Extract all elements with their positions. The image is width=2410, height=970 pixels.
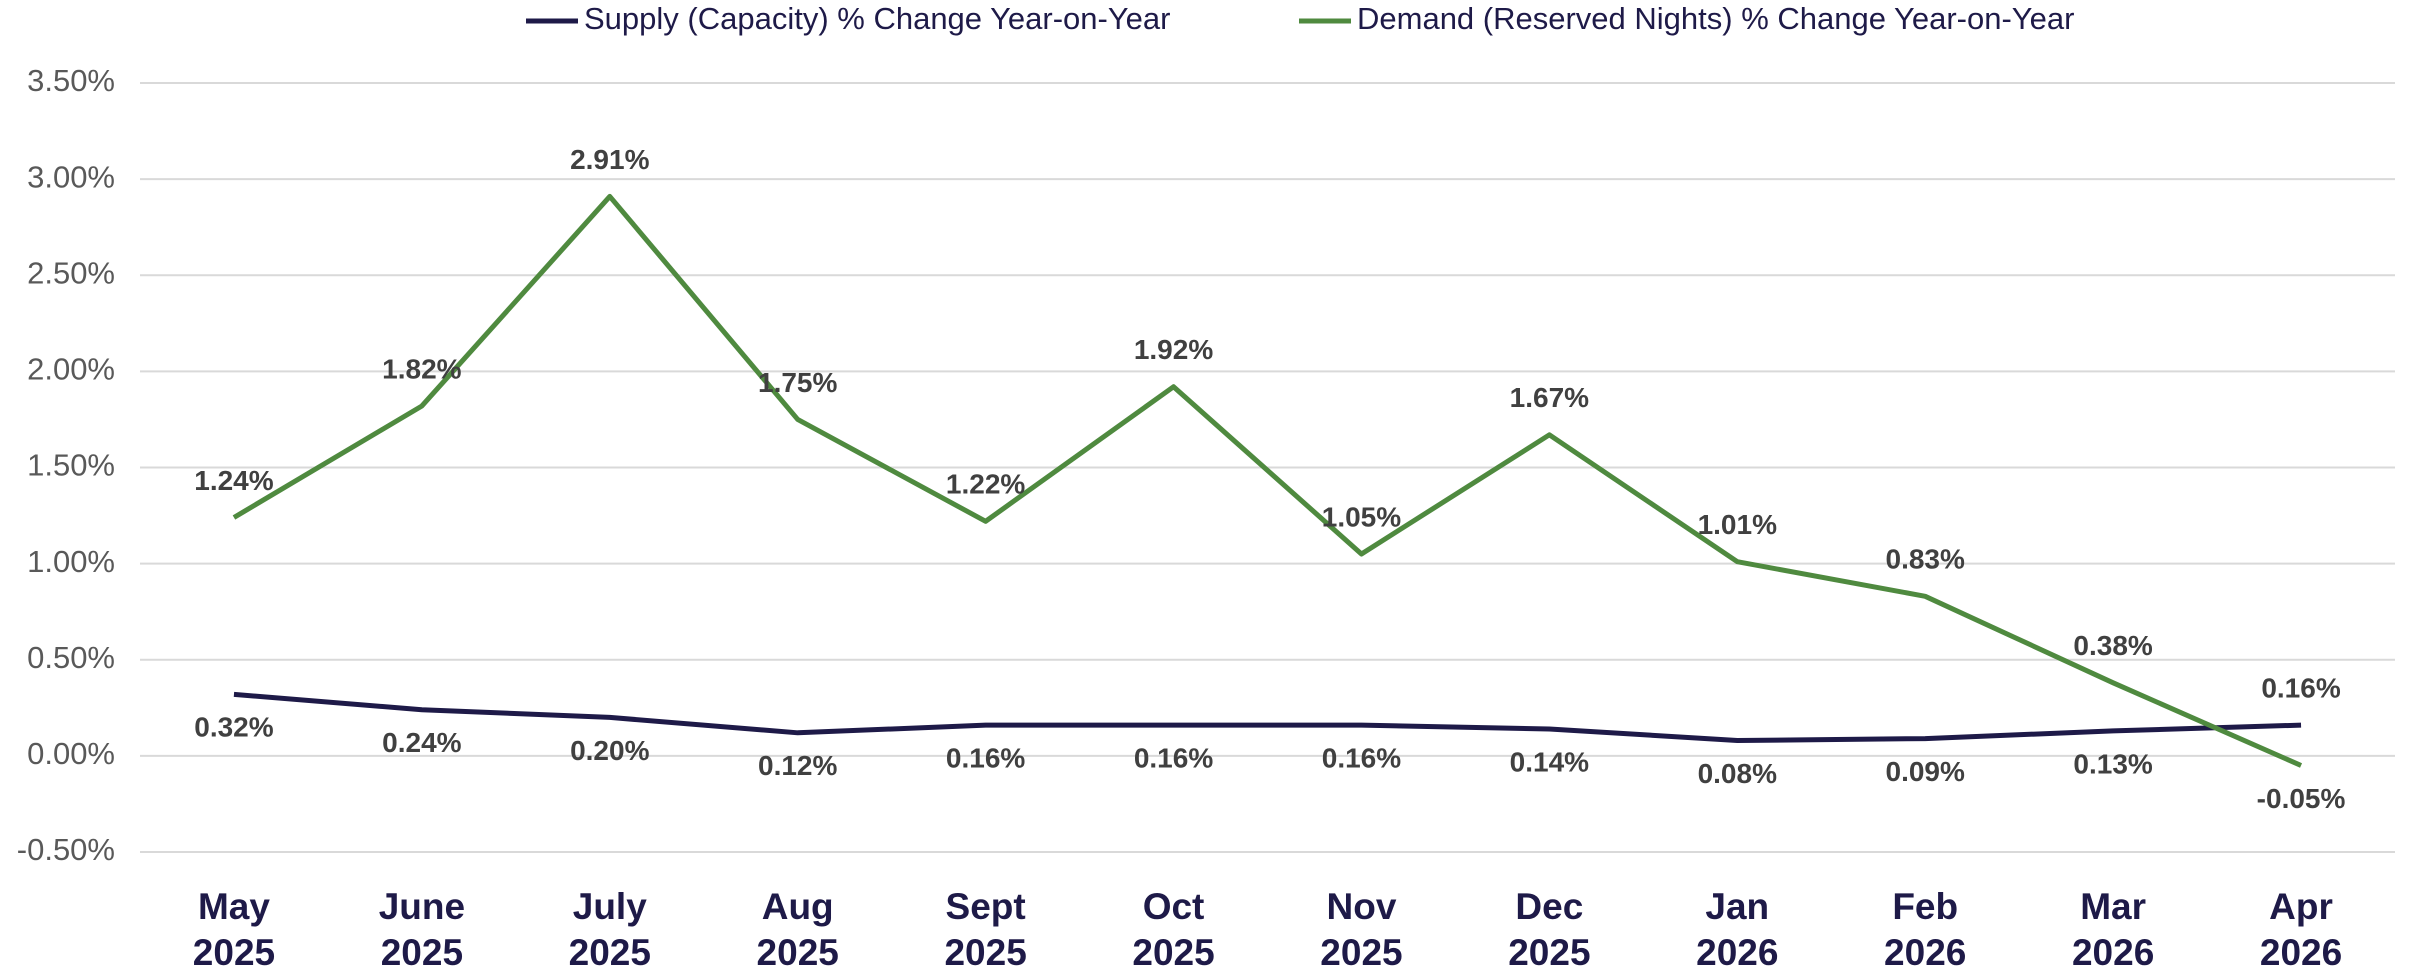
legend-label: Demand (Reserved Nights) % Change Year-o… xyxy=(1357,1,2074,36)
data-label: 0.12% xyxy=(758,750,837,781)
y-tick-label: 3.00% xyxy=(27,159,115,194)
data-label: 0.16% xyxy=(1134,743,1213,774)
data-label: 1.67% xyxy=(1510,382,1589,413)
data-label: 0.32% xyxy=(194,712,273,743)
y-tick-label: 2.50% xyxy=(27,255,115,290)
y-tick-label: 3.50% xyxy=(27,63,115,98)
data-label: 0.13% xyxy=(2073,748,2152,779)
x-tick-label: May 2025 xyxy=(192,886,276,970)
data-label: 2.91% xyxy=(570,144,649,175)
data-label: 1.24% xyxy=(194,465,273,496)
x-tick-label: Feb 2026 xyxy=(1884,886,1967,970)
x-tick-label: Oct 2025 xyxy=(1132,886,1215,970)
data-label: 0.09% xyxy=(1886,756,1965,787)
data-label: 1.22% xyxy=(946,469,1025,500)
data-label: 0.24% xyxy=(382,727,461,758)
data-label: 0.20% xyxy=(570,735,649,766)
data-label: 1.92% xyxy=(1134,334,1213,365)
x-tick-label: Jan 2026 xyxy=(1696,886,1779,970)
x-tick-label: June 2025 xyxy=(378,886,466,970)
data-label: 0.38% xyxy=(2073,630,2152,661)
data-label: 0.83% xyxy=(1886,544,1965,575)
data-label: -0.05% xyxy=(2257,783,2346,814)
x-tick-label: Apr 2026 xyxy=(2259,886,2343,970)
x-tick-label: Nov 2025 xyxy=(1320,886,1403,970)
data-label: 1.82% xyxy=(382,353,461,384)
x-tick-label: July 2025 xyxy=(568,886,651,970)
data-label: 0.16% xyxy=(946,743,1025,774)
y-tick-label: 0.50% xyxy=(27,640,115,675)
data-label: 1.01% xyxy=(1698,509,1777,540)
data-label: 0.08% xyxy=(1698,758,1777,789)
x-tick-label: Sept 2025 xyxy=(944,886,1027,970)
series-line xyxy=(232,193,2303,768)
data-label: 0.14% xyxy=(1510,746,1589,777)
data-label: 1.05% xyxy=(1322,501,1401,532)
series-line xyxy=(233,691,2302,743)
legend-label: Supply (Capacity) % Change Year-on-Year xyxy=(584,1,1171,36)
y-tick-label: 0.00% xyxy=(27,736,115,771)
data-label: 0.16% xyxy=(2261,673,2340,704)
x-tick-label: Mar 2026 xyxy=(2071,886,2155,970)
y-tick-label: 1.00% xyxy=(27,544,115,579)
y-tick-label: 2.00% xyxy=(27,352,115,387)
y-tick-label: 1.50% xyxy=(27,448,115,483)
data-label: 0.16% xyxy=(1322,743,1401,774)
data-label: 1.75% xyxy=(758,367,837,398)
x-tick-label: Dec 2025 xyxy=(1508,886,1591,970)
y-tick-label: -0.50% xyxy=(17,832,115,867)
x-tick-label: Aug 2025 xyxy=(756,886,839,970)
